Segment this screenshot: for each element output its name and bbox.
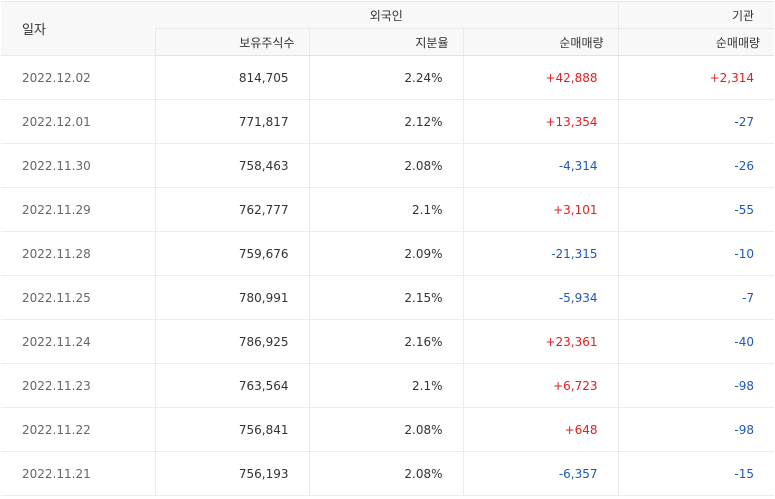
holdings-cell: 763,564 [154,363,309,408]
date-cell: 2022.12.02 [1,55,155,100]
holdings-cell: 759,676 [154,231,309,276]
date-cell: 2022.11.25 [1,275,155,320]
table-row: 2022.12.02 814,705 2.24% +42,888 +2,314 [1,55,775,100]
table-row: 2022.11.25 780,991 2.15% -5,934 -7 [1,275,775,320]
ratio-cell: 2.09% [308,231,463,276]
foreign-net-cell: +6,723 [462,363,619,408]
foreign-net-cell: +3,101 [462,187,619,232]
ratio-cell: 2.1% [308,187,463,232]
foreign-net-cell: +42,888 [462,55,619,100]
holdings-cell: 814,705 [154,55,309,100]
institution-net-column-header: 순매매량 [617,28,775,56]
institution-net-cell: -10 [617,231,775,276]
ratio-cell: 2.12% [308,99,463,144]
ratio-cell: 2.24% [308,55,463,100]
table-row: 2022.11.28 759,676 2.09% -21,315 -10 [1,231,775,276]
foreign-net-cell: -21,315 [462,231,619,276]
date-cell: 2022.11.28 [1,231,155,276]
date-cell: 2022.11.29 [1,187,155,232]
holdings-cell: 786,925 [154,319,309,364]
institution-group-header: 기관 [617,1,775,29]
table-row: 2022.11.29 762,777 2.1% +3,101 -55 [1,187,775,232]
institution-net-cell: -40 [617,319,775,364]
date-cell: 2022.11.21 [1,451,155,496]
holdings-cell: 771,817 [154,99,309,144]
foreign-net-column-header: 순매매량 [462,28,619,56]
holdings-cell: 762,777 [154,187,309,232]
table-row: 2022.11.30 758,463 2.08% -4,314 -26 [1,143,775,188]
table-row: 2022.11.22 756,841 2.08% +648 -98 [1,407,775,452]
table-row: 2022.12.01 771,817 2.12% +13,354 -27 [1,99,775,144]
table-body: 2022.12.02 814,705 2.24% +42,888 +2,314 2022.… [1,55,775,496]
institution-net-cell: -98 [617,363,775,408]
date-cell: 2022.11.30 [1,143,155,188]
foreign-net-cell: -4,314 [462,143,619,188]
foreign-net-cell: -6,357 [462,451,619,496]
holdings-cell: 758,463 [154,143,309,188]
institution-net-cell: -15 [617,451,775,496]
foreign-net-cell: -5,934 [462,275,619,320]
table-row: 2022.11.21 756,193 2.08% -6,357 -15 [1,451,775,496]
ratio-cell: 2.16% [308,319,463,364]
ratio-cell: 2.1% [308,363,463,408]
holdings-cell: 756,193 [154,451,309,496]
table-row: 2022.11.24 786,925 2.16% +23,361 -40 [1,319,775,364]
date-column-header: 일자 [1,1,155,56]
ratio-cell: 2.08% [308,407,463,452]
holdings-column-header: 보유주식수 [154,28,309,56]
foreign-net-cell: +13,354 [462,99,619,144]
ratio-column-header: 지분율 [308,28,463,56]
date-cell: 2022.11.23 [1,363,155,408]
foreign-net-cell: +23,361 [462,319,619,364]
date-cell: 2022.12.01 [1,99,155,144]
ratio-cell: 2.15% [308,275,463,320]
table-header: 일자 외국인 기관 보유주식수 지분율 순매매량 순매매량 [1,1,775,56]
foreign-group-header: 외국인 [155,1,619,29]
institution-net-cell: -98 [617,407,775,452]
ratio-cell: 2.08% [308,451,463,496]
institution-net-cell: -26 [617,143,775,188]
holdings-cell: 780,991 [154,275,309,320]
foreign-net-cell: +648 [462,407,619,452]
holdings-cell: 756,841 [154,407,309,452]
ratio-cell: 2.08% [308,143,463,188]
institution-net-cell: -7 [617,275,775,320]
table-row: 2022.11.23 763,564 2.1% +6,723 -98 [1,363,775,408]
date-cell: 2022.11.24 [1,319,155,364]
institution-net-cell: -55 [617,187,775,232]
institution-net-cell: -27 [617,99,775,144]
institution-net-cell: +2,314 [617,55,775,100]
date-cell: 2022.11.22 [1,407,155,452]
